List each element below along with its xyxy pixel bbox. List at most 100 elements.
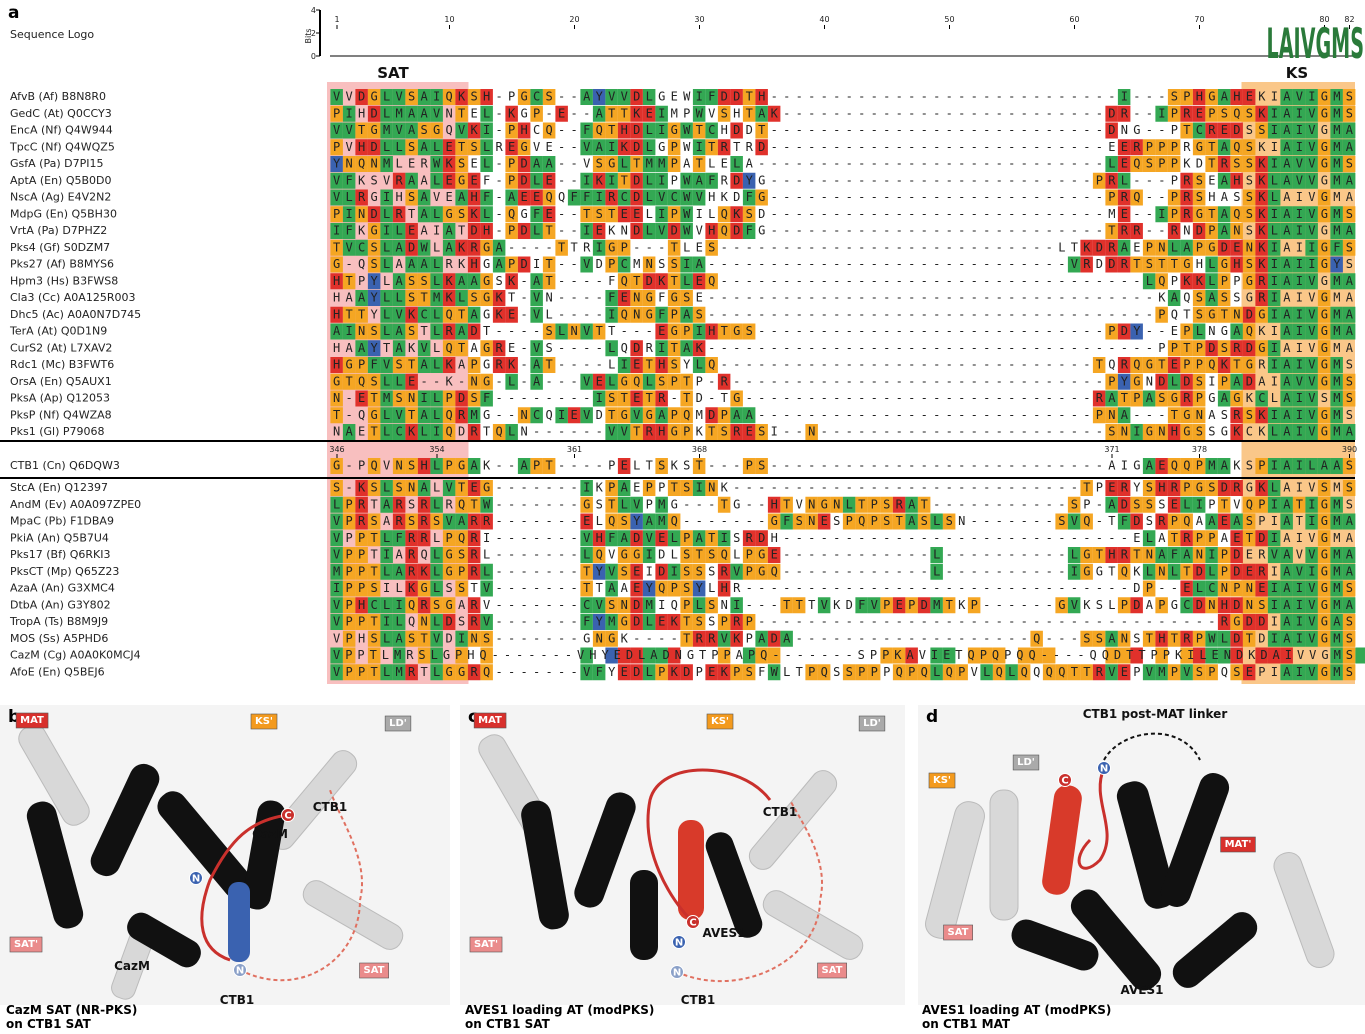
- sequence-name: DtbA (An) G3Y802: [10, 598, 111, 611]
- sequence-name: MdpG (En) Q5BH30: [10, 207, 117, 220]
- domain-label: LD': [1017, 757, 1035, 768]
- sequence-name: Rdc1 (Mc) B3FWT6: [10, 358, 114, 371]
- domain-label: SAT': [14, 939, 38, 950]
- residue-number: 368: [692, 445, 707, 454]
- sequence: VVDGLVSAIQKSH-PGCS--AYVVDLGEWIFDDTH-----…: [333, 90, 1353, 104]
- sequence-name: AndM (Ev) A0A097ZPE0: [10, 498, 141, 511]
- domain-label: LD': [389, 718, 407, 729]
- caption: CazM SAT (NR-PKS): [6, 1003, 137, 1017]
- sequence: VVTGMVASGQVKI-PHCQ--FQTHDLIGWTCHDDT-----…: [333, 123, 1354, 137]
- sequence-name: Hpm3 (Hs) B3FWS8: [10, 274, 118, 287]
- sequence-name: OrsA (En) Q5AUX1: [10, 375, 112, 388]
- logo-ytick: 0: [311, 52, 316, 61]
- residue-number: 346: [329, 445, 344, 454]
- residue-number: 361: [567, 445, 582, 454]
- residue-number: 354: [429, 445, 444, 454]
- sequence: S-KSLSNALVTEG-------IKPAEPPTSINK--------…: [333, 481, 1353, 495]
- figure: a Sequence Logo Bits SATKS02411020304050…: [0, 0, 1365, 1034]
- sequence-name: AzaA (An) G3XMC4: [10, 582, 115, 595]
- domain-label: MAT': [1225, 839, 1252, 850]
- structure-b: [0, 705, 450, 1005]
- panel-letter: d: [926, 707, 938, 727]
- residue-bg: [1355, 648, 1365, 664]
- domain-label: SAT: [822, 965, 843, 976]
- sequence: G-PQVNSHLPGAK--APT----PELTSKST---PS-----…: [333, 459, 1353, 473]
- domain-label: SAT: [364, 965, 385, 976]
- terminus-label: C: [284, 811, 291, 822]
- terminus-label: N: [675, 938, 683, 949]
- logo-position: 60: [1069, 15, 1079, 24]
- terminus-label: N: [192, 874, 200, 885]
- sequence: VPPTILQNLDSRV-------FYMGDLEKTSSPRP------…: [333, 615, 1353, 629]
- caption: AVES1 loading AT (modPKS): [922, 1003, 1111, 1017]
- sequence: HAAYLLSTMKLSGKT-VN----FENGFGSE----------…: [333, 291, 1354, 305]
- structure-d: [918, 705, 1365, 1005]
- terminus-label: C: [1061, 776, 1068, 787]
- residue-number: 371: [1104, 445, 1119, 454]
- sequence-name: PkiA (An) Q5B7U4: [10, 531, 109, 544]
- sequence: VPHSLASTVDINS-------GNGK----TRRVKPADA---…: [333, 631, 1353, 645]
- sequence: HAAYTAKVLQTAGRE-VS----LQDRITAK----------…: [333, 341, 1354, 355]
- sequence-name: NscA (Ag) E4V2N2: [10, 191, 111, 204]
- sequence: T-QGLVTALQRMG--NCQIEVDTGVGAPQMDPAA------…: [333, 408, 1353, 422]
- logo-ytick: 4: [311, 6, 316, 15]
- sequence: VPHCLIQRSGARV-------CVSNDMIQPLSNI---TTTV…: [333, 598, 1354, 612]
- sequence: N-ETMSNILPDSF--------ISTETR-TD-TG-------…: [333, 391, 1353, 405]
- sequence: YNQNMLERWKSEL-PDAA--VSGLTMMPATLELA------…: [333, 157, 1353, 171]
- caption: on CTB1 SAT: [6, 1017, 92, 1031]
- sequence-name: TpcC (Nf) Q4WQZ5: [9, 140, 115, 153]
- domain-label: MAT: [478, 715, 502, 726]
- caption: AVES1 loading AT (modPKS): [465, 1003, 654, 1017]
- sequence-name: PksCT (Mp) Q65Z23: [10, 565, 119, 578]
- domain-label: LD': [863, 718, 881, 729]
- sequence-name: StcA (En) Q12397: [10, 481, 108, 494]
- sequence: HTPYLASSLKAAGSK-AT----FQTDKTLEQ---------…: [333, 274, 1354, 288]
- sequence: PIHDLMAAVNTEL-KGP-E--ATTKEIMPWVSHTAK----…: [333, 106, 1353, 120]
- protein-label: CTB1 post-MAT linker: [1083, 707, 1228, 721]
- sequence-name: PksA (Ap) Q12053: [10, 392, 110, 405]
- sequence: HGPFVSTALKAPGRK-AT----LIETHSYLQ---------…: [333, 358, 1353, 372]
- caption: on CTB1 SAT: [465, 1017, 551, 1031]
- structure-c: [460, 705, 905, 1005]
- sequence: HTTYLVKCLQTAGKE-VL----IQNGFPAS----------…: [333, 307, 1354, 321]
- logo-position: 40: [819, 15, 829, 24]
- logo-position: 70: [1194, 15, 1204, 24]
- sequence-name: TropA (Ts) B8M9J9: [9, 615, 108, 628]
- sequence: VPPTLFRRLPQRI-------VHFADVELPATISRDH----…: [333, 531, 1354, 545]
- sequence-name: Cla3 (Cc) A0A125R003: [10, 291, 135, 304]
- sequence: G-QSLAAALRKHGAPDIT--VDPCMNSSIA----------…: [333, 257, 1353, 271]
- sequence-name: GedC (At) Q0CCY3: [10, 107, 112, 120]
- sequence-name: CazM (Cg) A0A0K0MCJ4: [10, 649, 141, 662]
- sequence-name: MpaC (Pb) F1DBA9: [10, 515, 114, 528]
- panel-letter: a: [8, 3, 19, 23]
- sequence: AINSLASTLRADT----SLNVTT---EGPIHTGS------…: [333, 324, 1354, 338]
- protein-label: AVES1: [703, 926, 746, 940]
- sequence-name: Pks27 (Af) B8MYS6: [10, 258, 114, 271]
- sequence: IFKGILEAIATDH-PDLT--IEKNDLVDWVHQDFG-----…: [333, 224, 1354, 238]
- sequence: PINDLRTALGSKL-QGFE--TSTEELIPWILQKSD-----…: [333, 207, 1353, 221]
- sequence: VPPTLMRSLGPHQ-------VHYEDLADNGTPPAPQ----…: [333, 648, 1353, 662]
- sequence-name: VrtA (Pa) D7PHZ2: [10, 224, 107, 237]
- domain-label: SAT': [474, 939, 498, 950]
- protein-label: CTB1: [313, 800, 348, 814]
- domain-label: MAT: [20, 715, 44, 726]
- sequence: GTQSLLE--K-NG-L-A---VELGQLSPTP-R--------…: [333, 374, 1353, 388]
- protein-label: CTB1: [681, 993, 716, 1007]
- logo-position: 10: [444, 15, 454, 24]
- sequence: VLRGIHSAVEAHF-AEEQQFFIRCDLVCWVHKDFG-----…: [333, 190, 1354, 204]
- domain-label: KS': [711, 716, 729, 727]
- logo-ytick: 2: [311, 29, 316, 38]
- sequence-name: Pks1 (Gl) P79068: [10, 425, 105, 438]
- sequence-name: CTB1 (Cn) Q6DQW3: [10, 459, 120, 472]
- terminus-label: N: [1100, 764, 1108, 775]
- protein-label: AVES1: [1121, 983, 1164, 997]
- sequence-name: AfoE (En) Q5BEJ6: [10, 665, 105, 678]
- protein-label: CTB1: [763, 805, 798, 819]
- terminus-label: N: [673, 968, 681, 979]
- sequence: PVHDLLSALETSLREGVE--VAIKDLGPWITRTRD-----…: [333, 140, 1354, 154]
- logo-title: Sequence Logo: [10, 28, 94, 41]
- terminus-label: C: [689, 918, 696, 929]
- logo-position: 20: [569, 15, 579, 24]
- protein-label: CazM: [252, 827, 288, 841]
- sequence: VFKSVRAALEGEF-PDLE--IKITDLIPWAFRDYG-----…: [333, 173, 1354, 187]
